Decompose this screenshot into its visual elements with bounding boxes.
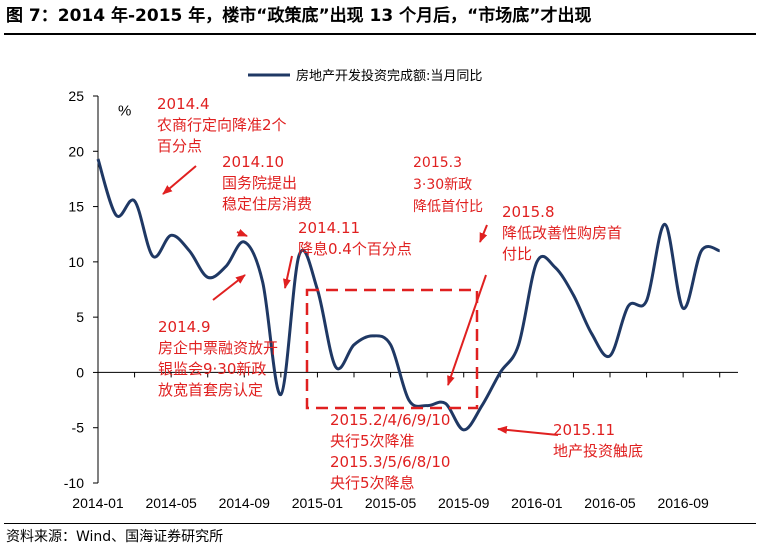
annotation-line: 房企中票融资放开 bbox=[158, 339, 278, 357]
legend: 房地产开发投资完成额:当月同比 bbox=[248, 68, 482, 84]
annotation-line: 2015.11 bbox=[553, 421, 615, 439]
x-tick-label: 2016-01 bbox=[511, 495, 563, 511]
annotation-line: 央行5次降息 bbox=[330, 474, 415, 492]
x-tick-label: 2015-01 bbox=[292, 495, 344, 511]
annotation-line: 稳定住房消费 bbox=[222, 195, 312, 213]
source-note: 资料来源：Wind、国海证券研究所 bbox=[6, 529, 224, 545]
annotation-text: 2014.11 降息0.4个百分点 bbox=[298, 219, 412, 258]
axes: -10 -5 0 5 10 15 20 25% 2014-01 2014-05 2014-09 201… bbox=[64, 88, 738, 511]
annotation-line: 2015.8 bbox=[502, 203, 555, 221]
annotation-text: 2014.9 房企中票融资放开银监会9·30新政放宽首套房认定 bbox=[158, 318, 278, 399]
line-chart: -10 -5 0 5 10 15 20 25% 2014-01 2014-05 2014-09 201… bbox=[64, 68, 738, 511]
annotation-line: 付比 bbox=[502, 245, 532, 263]
y-tick-label: 10 bbox=[68, 254, 84, 270]
annotation-arrow bbox=[236, 228, 248, 237]
annotation-line: 百分点 bbox=[157, 137, 202, 155]
x-tick-label: 2014-09 bbox=[219, 495, 271, 511]
series-layer bbox=[96, 158, 721, 432]
annotation-line: 2014.10 bbox=[222, 153, 284, 171]
y-tick-label: 15 bbox=[68, 199, 84, 215]
annotation-text: 2015.3 3·30新政降低首付比 bbox=[413, 155, 483, 215]
annotation-line: 2015.2/4/6/9/10 bbox=[330, 411, 450, 429]
figure-title: 图 7：2014 年-2015 年，楼市“政策底”出现 13 个月后，“市场底”… bbox=[6, 6, 592, 26]
annotation-line: 2014.9 bbox=[158, 318, 211, 336]
annotation-line: 3·30新政 bbox=[413, 177, 472, 193]
y-tick-label: 25 bbox=[68, 88, 84, 104]
y-tick-label: 5 bbox=[76, 309, 84, 325]
annotation-line: 降息0.4个百分点 bbox=[298, 240, 412, 258]
annotation-text: 2015.11 地产投资触底 bbox=[553, 421, 643, 460]
y-unit-label: % bbox=[118, 102, 131, 119]
annotation-text: 2014.4 农商行定向降准2个百分点 bbox=[157, 95, 287, 155]
bottom-rule bbox=[4, 523, 756, 524]
y-tick-label: 20 bbox=[68, 143, 84, 159]
annotation-line: 农商行定向降准2个 bbox=[157, 116, 287, 134]
x-tick-label: 2014-01 bbox=[72, 495, 124, 511]
annotation-line: 银监会9·30新政 bbox=[158, 360, 266, 378]
x-tick-label: 2014-05 bbox=[145, 495, 197, 511]
annotation-line: 地产投资触底 bbox=[553, 442, 643, 460]
annotation-arrow bbox=[497, 425, 559, 436]
x-tick-label: 2015-09 bbox=[438, 495, 490, 511]
x-tick-label: 2016-05 bbox=[584, 495, 636, 511]
annotation-line: 国务院提出 bbox=[222, 174, 297, 192]
legend-label: 房地产开发投资完成额:当月同比 bbox=[296, 68, 482, 84]
annotation-arrow bbox=[283, 255, 293, 289]
top-rule bbox=[4, 33, 756, 35]
y-tick-label: -10 bbox=[64, 475, 84, 491]
annotation-text: 2014.10 国务院提出稳定住房消费 bbox=[222, 153, 312, 213]
y-tick-label: 0 bbox=[76, 364, 84, 380]
annotation-line: 降低改善性购房首 bbox=[502, 224, 622, 242]
y-tick-label: -5 bbox=[72, 420, 85, 436]
annotation-line: 2015.3 bbox=[413, 155, 462, 171]
series-line bbox=[96, 158, 721, 432]
annotation-line: 降低首付比 bbox=[413, 199, 483, 215]
annotation-arrow bbox=[479, 224, 488, 243]
annotation-arrow bbox=[162, 165, 197, 195]
annotation-text: 2015.2/4/6/9/10 央行5次降准 2015.3/5/6/8/10 央行5次… bbox=[330, 411, 450, 492]
annotation-arrow bbox=[212, 274, 246, 301]
annotation-line: 2015.3/5/6/8/10 bbox=[330, 453, 450, 471]
annotation-arrow bbox=[447, 274, 487, 386]
policy-window-box bbox=[305, 288, 479, 410]
annotation-line: 2014.4 bbox=[157, 95, 210, 113]
annotation-line: 央行5次降准 bbox=[330, 432, 415, 450]
annotation-line: 放宽首套房认定 bbox=[158, 381, 263, 399]
annotation-text: 2015.8 降低改善性购房首付比 bbox=[502, 203, 622, 263]
annotation-line: 2014.11 bbox=[298, 219, 360, 237]
x-tick-label: 2016-09 bbox=[657, 495, 709, 511]
x-tick-label: 2015-05 bbox=[365, 495, 417, 511]
